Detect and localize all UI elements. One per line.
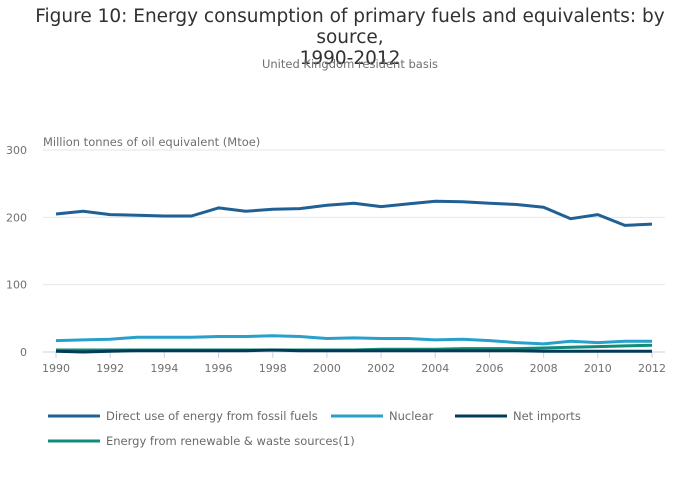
chart-title: Figure 10: Energy consumption of primary… [0, 6, 700, 69]
legend-label: Energy from renewable & waste sources(1) [106, 434, 355, 448]
series-line-net-imports[interactable] [55, 348, 652, 354]
legend-item[interactable]: Energy from renewable & waste sources(1) [48, 434, 355, 448]
x-axis: 1990 1992 1994 1996 1998 2000 2002 2004 2006 2008… [42, 352, 666, 375]
x-tick-label: 2010 [584, 362, 612, 375]
x-tick-label: 2004 [421, 362, 449, 375]
series-line-nuclear[interactable] [55, 334, 652, 346]
x-tick-label: 2000 [313, 362, 341, 375]
x-tick-label: 2002 [367, 362, 395, 375]
gridlines [43, 149, 665, 353]
legend-label: Net imports [513, 409, 581, 423]
chart-title-line-2: 1990-2012 [299, 48, 401, 69]
x-tick-label: 1996 [205, 362, 233, 375]
y-tick-label: 200 [6, 211, 27, 224]
chart-subtitle: United Kingdom resident basis [261, 57, 439, 71]
x-tick-label: 1994 [150, 362, 178, 375]
x-tick-label: 1990 [42, 362, 70, 375]
legend-label: Nuclear [389, 409, 434, 423]
chart-title-line-1: Figure 10: Energy consumption of primary… [35, 6, 665, 48]
legend: Direct use of energy from fossil fuels Nu… [48, 409, 581, 448]
y-axis: 0 100 200 300 [6, 144, 27, 359]
y-axis-label: Million tonnes of oil equivalent (Mtoe) [43, 135, 260, 149]
legend-label: Direct use of energy from fossil fuels [106, 409, 318, 423]
x-tick-label: 1998 [259, 362, 287, 375]
x-tick-label: 2006 [475, 362, 503, 375]
x-tick-label: 2012 [638, 362, 666, 375]
x-tick-label: 1992 [96, 362, 124, 375]
legend-item[interactable]: Direct use of energy from fossil fuels [48, 409, 318, 423]
series-line-direct-use-of-energy-from-fossil-fuels[interactable] [55, 199, 653, 227]
legend-item[interactable]: Net imports [455, 409, 581, 423]
y-tick-label: 0 [20, 346, 27, 359]
x-tick-label: 2008 [530, 362, 558, 375]
legend-item[interactable]: Nuclear [331, 409, 434, 423]
series-lines [55, 199, 653, 354]
y-tick-label: 300 [6, 144, 27, 157]
y-tick-label: 100 [6, 279, 27, 292]
